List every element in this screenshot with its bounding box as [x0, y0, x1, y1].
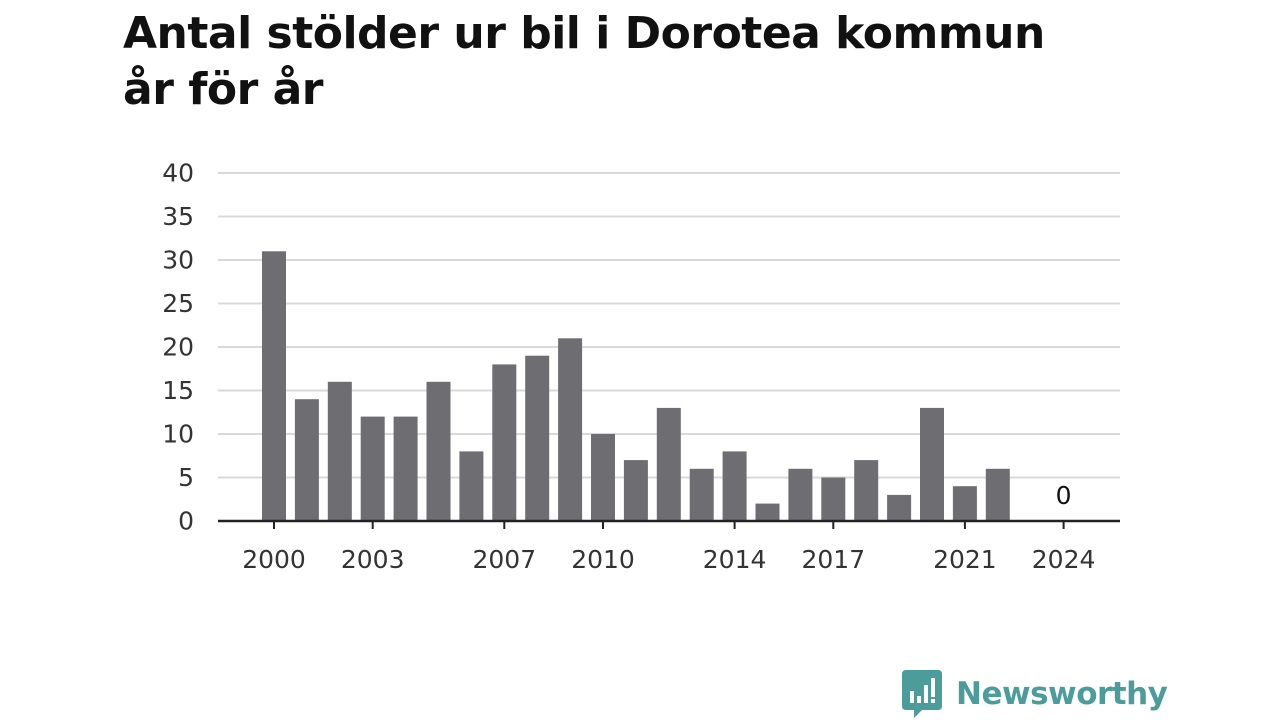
bar-2019 [887, 494, 912, 521]
bar-2013 [689, 468, 714, 521]
bar-2004 [393, 416, 418, 521]
x-tick-label-2010: 2010 [571, 545, 635, 574]
bar-2005 [426, 381, 451, 521]
bar-2010 [591, 434, 615, 521]
logo-bar-2 [917, 696, 921, 703]
bar-2008 [525, 355, 550, 521]
value-labels: 0 [1056, 481, 1072, 510]
bar-2006 [459, 451, 484, 521]
x-tick-label-2000: 2000 [242, 545, 306, 574]
y-axis-labels: 0 5 10 15 20 25 30 35 40 [162, 159, 194, 536]
bar-2022 [985, 468, 1010, 521]
chart-title-line-2: år för år [123, 64, 324, 115]
chart-title: Antal stölder ur bil i Dorotea kommun år… [123, 6, 1183, 118]
brand-name: Newsworthy [956, 676, 1168, 712]
newsworthy-logo-icon [902, 670, 942, 718]
x-axis-labels: 2000 2003 2007 2010 2014 2017 2021 2024 [242, 545, 1095, 574]
logo-speech-bubble [902, 670, 942, 718]
x-tick-label-2014: 2014 [703, 545, 767, 574]
x-tick-label-2007: 2007 [472, 545, 536, 574]
bar-2012 [656, 407, 681, 521]
y-tick-label-30: 30 [162, 246, 194, 275]
bar-2003 [360, 416, 385, 521]
bar-2000 [262, 251, 286, 522]
x-tick-label-2017: 2017 [801, 545, 865, 574]
bar-2011 [623, 460, 648, 521]
y-tick-label-40: 40 [162, 159, 194, 188]
gridlines [218, 172, 1120, 479]
bar-2007 [492, 364, 517, 521]
bar-2009 [558, 338, 583, 521]
y-tick-label-20: 20 [162, 333, 194, 362]
y-tick-label-15: 15 [162, 376, 194, 405]
bar-2017 [821, 477, 846, 521]
bar-2002 [327, 381, 352, 521]
logo-bar-3 [924, 685, 928, 703]
logo-dot [931, 699, 935, 703]
y-tick-label-0: 0 [178, 507, 194, 536]
bar-2014 [722, 451, 747, 521]
logo-bar-1 [910, 691, 914, 703]
x-tick-label-2021: 2021 [933, 545, 997, 574]
x-tick-label-2003: 2003 [341, 545, 405, 574]
bar-2015 [755, 503, 780, 521]
newsworthy-logo: Newsworthy [902, 670, 1168, 718]
value-label-2024: 0 [1056, 481, 1072, 510]
logo-bar-4 [931, 678, 935, 697]
y-tick-label-5: 5 [178, 463, 194, 492]
bar-2020 [920, 407, 944, 521]
y-tick-label-35: 35 [162, 202, 194, 231]
bar-2001 [294, 399, 319, 521]
bar-2016 [788, 468, 813, 521]
bar-2018 [854, 460, 879, 521]
x-tick-label-2024: 2024 [1032, 545, 1096, 574]
chart-title-line-1: Antal stölder ur bil i Dorotea kommun [123, 8, 1045, 59]
y-tick-label-25: 25 [162, 289, 194, 318]
y-tick-label-10: 10 [162, 420, 194, 449]
bar-2021 [952, 486, 977, 521]
x-axis [218, 519, 1120, 529]
bar-chart: 0 5 10 15 20 25 30 35 40 2000 2003 2007 2010 2014 201… [162, 159, 1120, 574]
bars [262, 251, 1010, 522]
